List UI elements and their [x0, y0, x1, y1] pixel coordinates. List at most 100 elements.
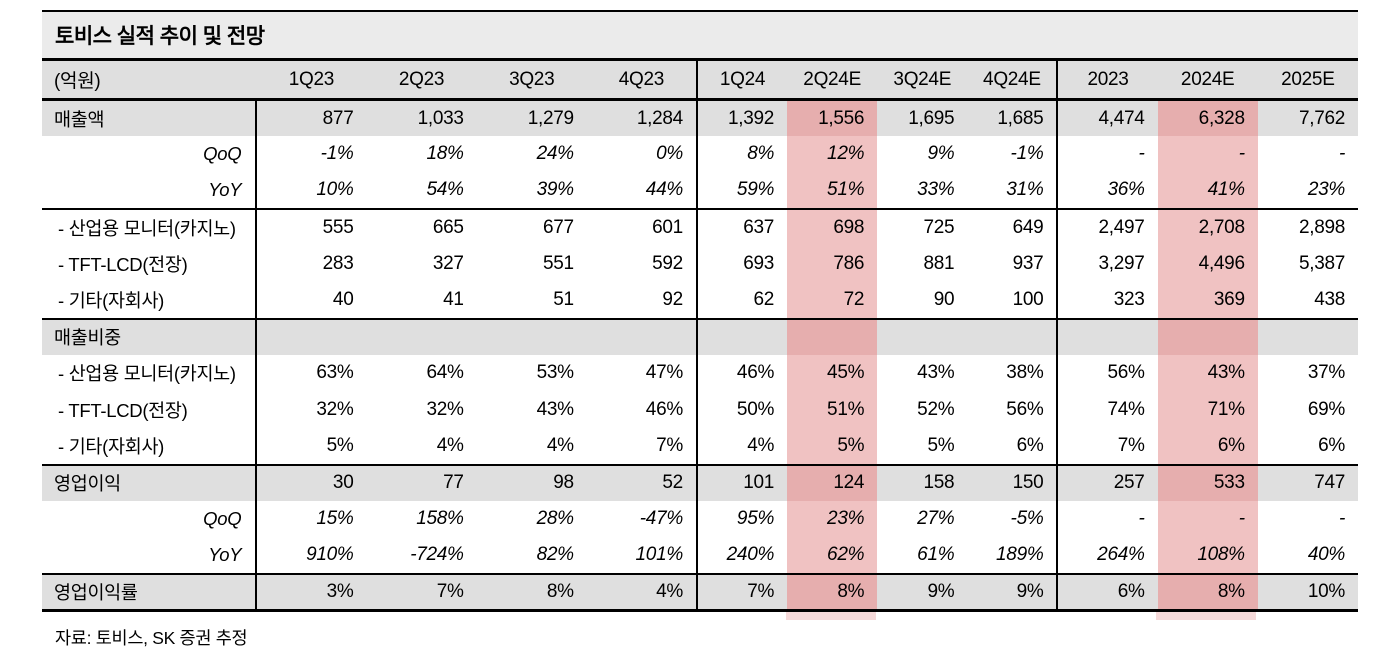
data-cell: 5% [927, 434, 955, 456]
title-band: 토비스 실적 추이 및 전망 [42, 12, 1358, 61]
table-row: - 기타(자회사) 5% 4% 4% 7% 4% 5% 5% 6% 7% 6% 6% [42, 428, 1358, 465]
data-cell: 38% [967, 355, 1059, 392]
data-cell: -1% [320, 143, 354, 165]
data-cell: 8% [476, 573, 587, 612]
data-cell: 5,387 [1298, 252, 1345, 274]
data-cell: 52 [586, 463, 698, 501]
data-cell: 725 [877, 208, 968, 246]
data-cell: 74% [1107, 398, 1145, 420]
data-cell: 9% [877, 573, 968, 612]
table-row: 영업이익 30 77 98 52 101 124 158 150 257 533 747 [42, 463, 1358, 501]
data-cell: 6% [1157, 428, 1258, 465]
data-cell: 693 [743, 252, 775, 274]
row-label: YoY [42, 537, 258, 574]
table-row: 매출비중 [42, 317, 1358, 355]
data-cell: - [1338, 508, 1345, 530]
column-header: 2025E [1257, 61, 1358, 101]
data-cell: 592 [586, 245, 698, 282]
data-cell: 551 [542, 252, 574, 274]
row-label: - 산업용 모니터(카지노) [42, 355, 258, 392]
data-cell: 43% [917, 362, 955, 384]
data-cell: - [1138, 508, 1145, 530]
data-cell: 98 [476, 463, 587, 501]
data-cell [586, 317, 698, 355]
data-cell: 90 [933, 288, 955, 310]
data-cell: 41% [1157, 172, 1258, 209]
unit-label: (억원) [42, 61, 257, 101]
row-label: - 기타(자회사) [42, 428, 258, 465]
data-cell: 44% [586, 172, 698, 209]
data-cell: 56% [967, 391, 1059, 428]
page-title: 토비스 실적 추이 및 전망 [55, 25, 265, 48]
data-cell: 698 [787, 208, 878, 246]
data-cell: 1,279 [476, 99, 587, 136]
data-cell [1157, 317, 1258, 355]
data-cell [1257, 317, 1358, 355]
data-cell [476, 317, 587, 355]
data-cell: 7% [1117, 434, 1145, 456]
data-cell: 101% [586, 537, 698, 574]
data-cell: - [1138, 143, 1145, 165]
data-cell: 10% [1257, 573, 1358, 612]
data-cell [877, 317, 968, 355]
table-body: 매출액 877 1,033 1,279 1,284 1,392 1,556 1,695 1,68… [42, 99, 1358, 612]
table-row: 영업이익률 3% 7% 8% 4% 7% 8% 9% 9% 6% 8% 10% [42, 573, 1358, 612]
data-cell: 28% [536, 508, 574, 530]
data-cell: 47% [586, 355, 698, 392]
data-cell: 6% [1318, 434, 1345, 456]
table-row: YoY 910% -724% 82% 101% 240% 62% 61% 189% 264% 108… [42, 537, 1358, 574]
data-cell: 4,474 [1057, 99, 1158, 136]
data-cell: 1,392 [696, 99, 788, 136]
data-cell: 4% [586, 573, 698, 612]
data-cell: 665 [366, 208, 477, 246]
data-cell: 8% [787, 573, 878, 612]
data-cell: 438 [1314, 288, 1345, 310]
data-cell: 37% [1307, 362, 1345, 384]
data-cell: 59% [736, 179, 775, 201]
column-header: 3Q24E [877, 61, 968, 101]
data-cell: 27% [917, 508, 955, 530]
data-cell: 1,284 [586, 99, 698, 136]
data-cell: 7% [696, 573, 788, 612]
column-header: 2024E [1157, 61, 1258, 101]
data-cell: 649 [967, 208, 1059, 246]
data-cell: 747 [1257, 463, 1358, 501]
data-cell: 45% [787, 355, 878, 392]
data-cell: 64% [426, 362, 464, 384]
data-cell: 7% [586, 428, 698, 465]
data-cell: 46% [736, 362, 775, 384]
data-cell: 937 [967, 245, 1059, 282]
data-cell: 1,033 [366, 99, 477, 136]
data-cell: 40 [332, 288, 354, 310]
data-cell: 69% [1307, 398, 1345, 420]
row-label: - 기타(자회사) [42, 282, 258, 319]
data-cell: 124 [787, 463, 878, 501]
data-cell: 52% [917, 398, 955, 420]
row-label: 영업이익 [42, 463, 258, 501]
data-cell: 10% [316, 179, 354, 201]
highlight-stub-2024e [1156, 612, 1256, 620]
column-header: 4Q23 [586, 61, 698, 101]
source-note: 자료: 토비스, SK 증권 추정 [55, 628, 248, 648]
data-cell: 323 [1113, 288, 1145, 310]
data-cell: 910% [306, 544, 354, 566]
data-cell: 33% [917, 179, 955, 201]
data-cell: 24% [536, 143, 574, 165]
data-cell: 63% [316, 362, 354, 384]
column-header: 1Q23 [256, 61, 367, 101]
data-cell: 101 [696, 463, 788, 501]
data-cell: 9% [927, 143, 955, 165]
report-table-panel: 토비스 실적 추이 및 전망 (억원) 1Q23 2Q23 3Q23 4Q23 1Q24… [42, 10, 1358, 620]
data-cell: 15% [316, 508, 354, 530]
data-cell: 9% [967, 573, 1059, 612]
data-cell: 533 [1157, 463, 1258, 501]
data-cell: 95% [736, 508, 775, 530]
data-cell: 1,556 [787, 99, 878, 136]
table-row: QoQ -1% 18% 24% 0% 8% 12% 9% -1% - - - [42, 136, 1358, 173]
data-cell: 23% [787, 501, 878, 538]
column-header: 2Q24E [787, 61, 878, 101]
table-row: 매출액 877 1,033 1,279 1,284 1,392 1,556 1,695 1,68… [42, 99, 1358, 136]
data-cell: 51% [787, 391, 878, 428]
data-cell: 82% [536, 544, 574, 566]
data-cell: 3,297 [1098, 252, 1145, 274]
